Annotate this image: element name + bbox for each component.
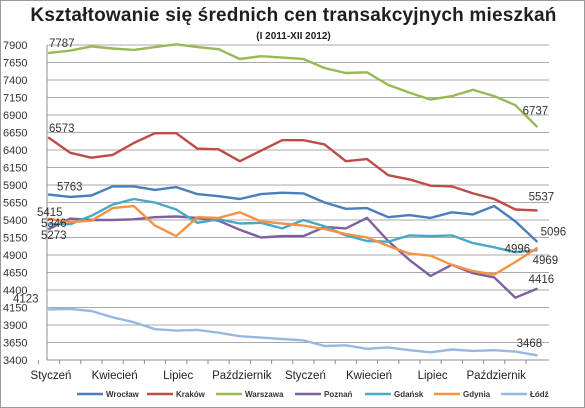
series-line-Warszawa: [47, 43, 538, 128]
x-tick-label: Kwiecień: [92, 370, 138, 382]
chart-title: Kształtowanie się średnich cen transakcy…: [30, 5, 557, 26]
legend-label: Poznań: [324, 390, 353, 399]
series-line-Kraków: [47, 131, 538, 212]
y-tick-label: 3400: [3, 355, 27, 367]
y-tick-label: 7650: [3, 58, 27, 70]
y-tick-label: 5150: [3, 233, 27, 245]
y-tick-label: 7400: [3, 75, 27, 87]
y-tick-label: 4650: [3, 268, 27, 280]
y-tick-label: 6900: [3, 110, 27, 122]
y-tick-label: 3650: [3, 338, 27, 350]
data-label-end: 6737: [523, 105, 549, 117]
x-tick-label: Styczeń: [31, 370, 72, 382]
y-tick-label: 4900: [3, 250, 27, 262]
data-label-end: 3468: [517, 338, 543, 350]
legend-label: Warszawa: [245, 390, 284, 399]
y-tick-label: 7150: [3, 93, 27, 105]
data-label-start: 5346: [41, 218, 67, 230]
y-tick-label: 5400: [3, 215, 27, 227]
y-tick-label: 6400: [3, 145, 27, 157]
y-tick-label: 4150: [3, 303, 27, 315]
data-label-start: 7787: [49, 38, 75, 50]
y-tick-label: 4400: [3, 285, 27, 297]
data-label-end: 5537: [529, 191, 555, 203]
data-label-end: 4996: [505, 243, 531, 255]
x-tick-label: Styczeń: [285, 370, 326, 382]
gridlines: [37, 44, 549, 364]
data-label-start: 5763: [57, 182, 83, 194]
y-tick-label: 7900: [3, 40, 27, 52]
data-label-end: 5096: [541, 226, 567, 238]
x-tick-label: Październik: [466, 370, 526, 382]
legend-label: Łódź: [530, 390, 549, 399]
chart-subtitle: (I 2011-XII 2012): [256, 31, 331, 42]
data-label-start: 5273: [41, 230, 67, 242]
data-label-start: 4123: [13, 293, 39, 305]
legend-label: Gdynia: [463, 390, 491, 399]
y-tick-label: 3900: [3, 320, 27, 332]
data-label-end: 4969: [533, 255, 559, 267]
data-label-start: 5415: [37, 207, 63, 219]
y-tick-label: 5900: [3, 180, 27, 192]
legend-label: Gdańsk: [394, 390, 424, 399]
y-axis-tick-labels: 7900 7650 7400 7150 6900 6650 6400 6150 5900 5650…: [3, 40, 27, 367]
y-tick-label: 6650: [3, 128, 27, 140]
series-line-Poznań: [47, 215, 538, 299]
y-tick-label: 6150: [3, 163, 27, 175]
data-labels: 5763 5096 6573 5537 7787 6737 5273 4416 5346 4969…: [13, 38, 566, 350]
series-lines: [47, 43, 538, 357]
series-line-Wrocław: [47, 185, 538, 243]
legend-label: Kraków: [176, 390, 206, 399]
series-line-Łódź: [47, 307, 538, 357]
data-label-end: 4416: [529, 274, 555, 286]
y-tick-label: 5650: [3, 198, 27, 210]
x-axis-tick-labels: Styczeń Kwiecień Lipiec Październik Styczeń K…: [31, 370, 527, 382]
legend: Wrocław Kraków Warszawa Poznań Gdańsk Gdynia Ł…: [77, 390, 549, 399]
data-label-start: 6573: [49, 123, 75, 135]
x-tick-label: Październik: [212, 370, 272, 382]
legend-label: Wrocław: [106, 390, 140, 399]
x-tick-label: Lipiec: [418, 370, 448, 382]
series-line-Gdynia: [47, 204, 538, 276]
x-tick-label: Kwiecień: [346, 370, 392, 382]
x-tick-label: Lipiec: [163, 370, 193, 382]
